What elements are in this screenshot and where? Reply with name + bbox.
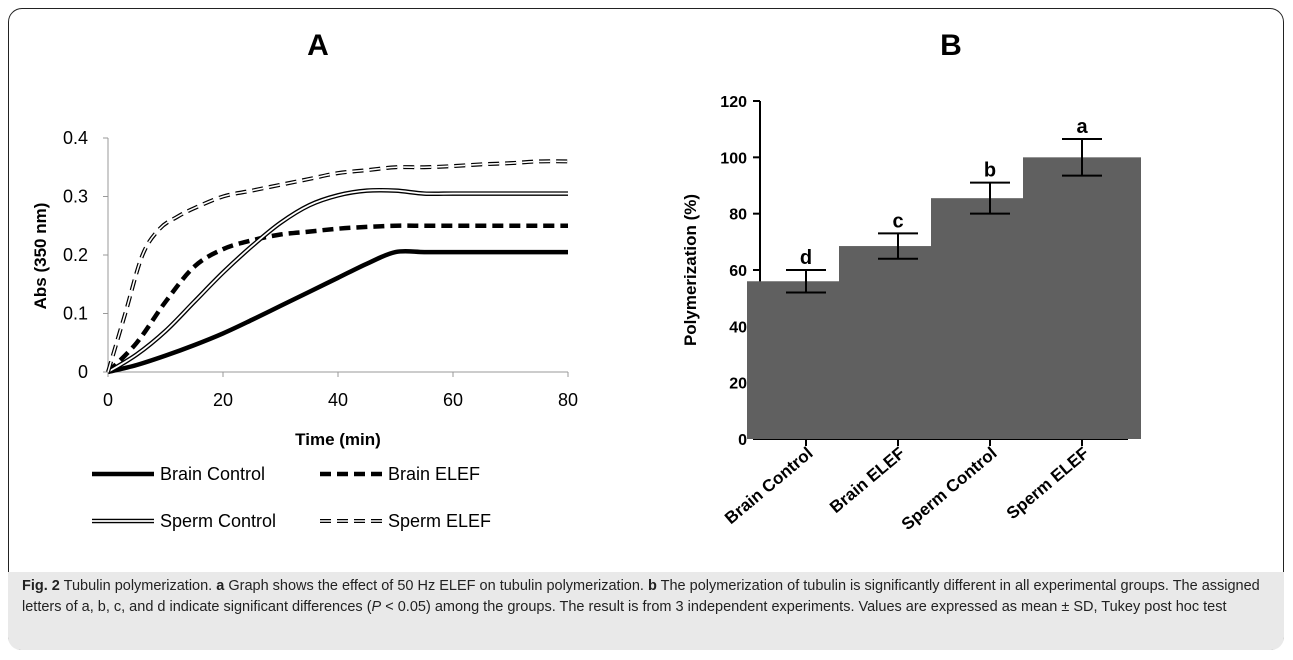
panel-a-legend: Brain Control Brain ELEF Sperm Control Sper… [92, 464, 491, 531]
series-line-sperm-control-inner [107, 189, 569, 373]
significance-letter-sperm-control: b [984, 160, 996, 182]
panel-b-y-tick-label: 40 [729, 319, 747, 336]
series-line-brain-control [107, 248, 568, 375]
category-label-sperm-control: Sperm Control [898, 444, 1001, 534]
panel-a-x-tick-label: 20 [213, 390, 233, 410]
panel-a-y-tick-label: 0.3 [63, 187, 88, 207]
panel-b-ylabel: Polymerization (%) [681, 194, 700, 346]
significance-letter-brain-elef: c [892, 210, 903, 232]
panel-a-line-chart: A 0 20 40 60 80 0 0.1 0.2 0.3 0.4 Time (min) Abs … [31, 29, 578, 531]
caption-b-text-1: The polymerization of tubulin is signifi… [22, 578, 1260, 615]
legend-label-brain-elef: Brain ELEF [388, 464, 480, 484]
figure-caption: Fig. 2 Tubulin polymerization. a Graph s… [22, 576, 1270, 618]
panel-b-y-tick-label: 60 [729, 263, 747, 280]
category-label-brain-control: Brain Control [721, 444, 816, 528]
figure-canvas: A 0 20 40 60 80 0 0.1 0.2 0.3 0.4 Time (min) Abs … [31, 29, 1141, 534]
panel-b-title: B [940, 29, 962, 62]
caption-part-a: a [216, 578, 225, 594]
panel-a-y-tick-label: 0.4 [63, 128, 88, 148]
category-label-brain-elef: Brain ELEF [826, 444, 908, 517]
caption-label: Fig. 2 [22, 578, 60, 594]
panel-b-y-tick-label: 100 [720, 150, 747, 167]
panel-a-x-tick-label: 60 [443, 390, 463, 410]
panel-a-xlabel: Time (min) [295, 430, 381, 449]
panel-a-x-tick-label: 80 [558, 390, 578, 410]
caption-a-text: Graph shows the effect of 50 Hz ELEF on … [224, 578, 648, 594]
panel-a-x-tick-label: 40 [328, 390, 348, 410]
panel-a-x-tick-label: 0 [103, 390, 113, 410]
significance-letter-sperm-elef: a [1076, 116, 1088, 138]
panel-b-bar-chart: B 0 20 40 60 80 100 120 d Brain Control c Brain E… [681, 29, 1141, 534]
caption-part-b: b [648, 578, 657, 594]
significance-letter-brain-control: d [800, 247, 812, 269]
series-line-brain-elef [106, 223, 568, 374]
legend-label-sperm-elef: Sperm ELEF [388, 511, 491, 531]
panel-b-y-tick-label: 120 [720, 94, 747, 111]
panel-a-y-tick-label: 0.2 [63, 245, 88, 265]
panel-a-title: A [307, 29, 329, 62]
panel-a-axes: 0 20 40 60 80 0 0.1 0.2 0.3 0.4 [63, 128, 578, 410]
caption-p-symbol: P [371, 599, 382, 615]
series-line-sperm-elef-inner [107, 160, 569, 373]
caption-title: Tubulin polymerization. [59, 578, 217, 594]
bar-sperm-elef [1023, 157, 1141, 440]
category-label-sperm-elef: Sperm ELEF [1003, 444, 1093, 524]
panel-b-y-tick-label: 0 [738, 432, 747, 449]
legend-label-sperm-control: Sperm Control [160, 511, 276, 531]
panel-b-y-tick-label: 20 [729, 376, 747, 393]
panel-a-ylabel: Abs (350 nm) [31, 203, 50, 310]
caption-box: Fig. 2 Tubulin polymerization. a Graph s… [8, 572, 1284, 650]
legend-label-brain-control: Brain Control [160, 464, 265, 484]
panel-a-series [106, 159, 569, 375]
panel-b-y-tick-label: 80 [729, 207, 747, 224]
caption-b-text-2: < 0.05) among the groups. The result is … [381, 599, 1227, 615]
panel-a-y-tick-label: 0 [78, 362, 88, 382]
panel-b-bars: d Brain Control c Brain ELEF b Sperm Control a… [721, 116, 1141, 534]
panel-a-y-tick-label: 0.1 [63, 304, 88, 324]
